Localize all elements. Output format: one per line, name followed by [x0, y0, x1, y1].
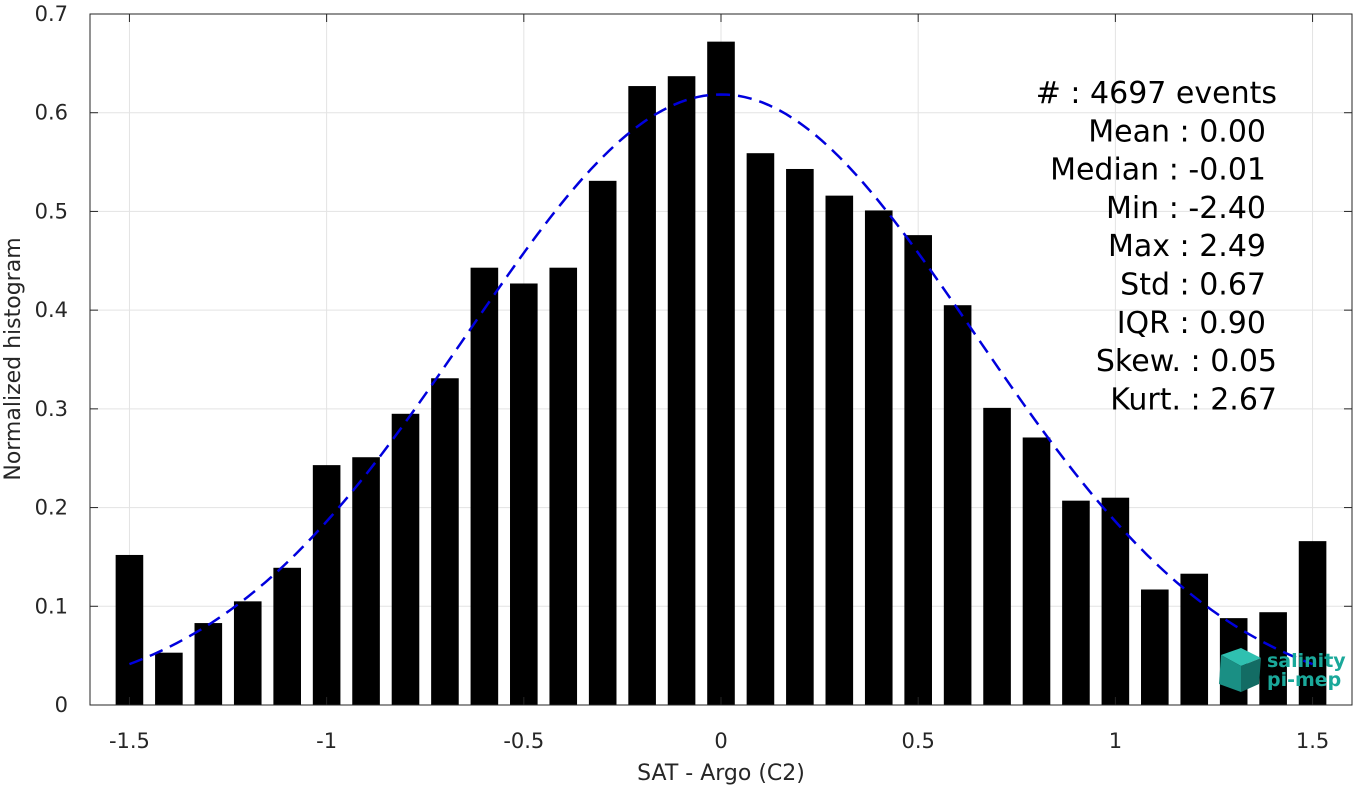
logo-line1: salinity — [1267, 650, 1346, 672]
histogram-bar — [1062, 500, 1090, 705]
y-tick-label: 0.2 — [35, 496, 68, 520]
x-tick-label: -1.5 — [109, 729, 150, 753]
y-tick-label: 0.6 — [35, 101, 68, 125]
stat-line: Std : 0.67 — [1120, 268, 1266, 303]
histogram-bar — [1259, 612, 1287, 705]
x-tick-label: -0.5 — [503, 729, 544, 753]
histogram-bar — [470, 267, 499, 705]
histogram-bar — [273, 567, 301, 705]
histogram-bar — [825, 195, 854, 706]
histogram-bar — [588, 180, 617, 705]
stat-line: Max : 2.49 — [1108, 229, 1266, 264]
y-tick-label: 0.1 — [35, 594, 68, 618]
histogram-bar — [943, 305, 972, 705]
x-tick-label: 1.5 — [1296, 729, 1329, 753]
x-tick-label: -1 — [316, 729, 337, 753]
salinity-pi-mep-logo: salinity pi-mep — [1219, 648, 1346, 692]
x-tick-label: 0 — [714, 729, 727, 753]
y-axis-title: Normalized histogram — [1, 237, 26, 480]
logo-cube-icon — [1219, 648, 1261, 692]
histogram-bar — [904, 235, 932, 705]
histogram-bar — [1141, 589, 1169, 705]
y-tick-label: 0.5 — [35, 199, 68, 223]
histogram-bar — [707, 41, 735, 705]
histogram-bar — [864, 210, 893, 706]
histogram-bar — [628, 86, 656, 706]
stat-line: # : 4697 events — [1036, 76, 1277, 111]
histogram-bar — [510, 283, 538, 705]
y-tick-label: 0 — [55, 693, 68, 717]
histogram-bar — [233, 601, 262, 705]
stat-line: Mean : 0.00 — [1088, 114, 1266, 149]
histogram-bar — [1022, 437, 1051, 705]
x-tick-label: 0.5 — [901, 729, 934, 753]
gaussian-fit-curve — [128, 93, 1314, 666]
y-axis-ticks: 0 0.1 0.2 0.3 0.4 0.5 0.6 0.7 — [35, 2, 1352, 717]
histogram-bar — [194, 623, 223, 705]
x-axis-title: SAT - Argo (C2) — [637, 761, 805, 786]
histogram-bar — [549, 267, 578, 705]
stat-line: Skew. : 0.05 — [1096, 344, 1277, 379]
histogram-bar — [352, 457, 380, 705]
histogram-bar — [746, 153, 775, 706]
histogram-bar — [1298, 541, 1327, 705]
y-tick-label: 0.4 — [35, 298, 68, 322]
stat-line: Kurt. : 2.67 — [1110, 382, 1277, 417]
histogram-bar — [155, 652, 183, 705]
histogram-bar — [786, 168, 814, 705]
histogram-bar — [1101, 497, 1130, 705]
stat-line: IQR : 0.90 — [1117, 306, 1266, 341]
stat-line: Median : -0.01 — [1050, 153, 1266, 188]
histogram-bar — [115, 554, 144, 705]
histogram-bar — [667, 76, 696, 705]
histogram-bar — [312, 465, 341, 705]
x-tick-label: 1 — [1109, 729, 1122, 753]
x-axis-ticks: -1.5 -1 -0.5 0 0.5 1 1.5 — [109, 14, 1329, 753]
histogram-bar — [983, 407, 1011, 705]
y-tick-label: 0.3 — [35, 397, 68, 421]
stat-line: Min : -2.40 — [1106, 191, 1266, 226]
histogram-bar — [1180, 573, 1209, 705]
y-tick-label: 0.7 — [35, 2, 68, 26]
logo-line2: pi-mep — [1267, 669, 1341, 691]
histogram-bars — [115, 41, 1327, 706]
histogram-bar — [431, 378, 459, 705]
histogram-bar — [391, 413, 420, 705]
